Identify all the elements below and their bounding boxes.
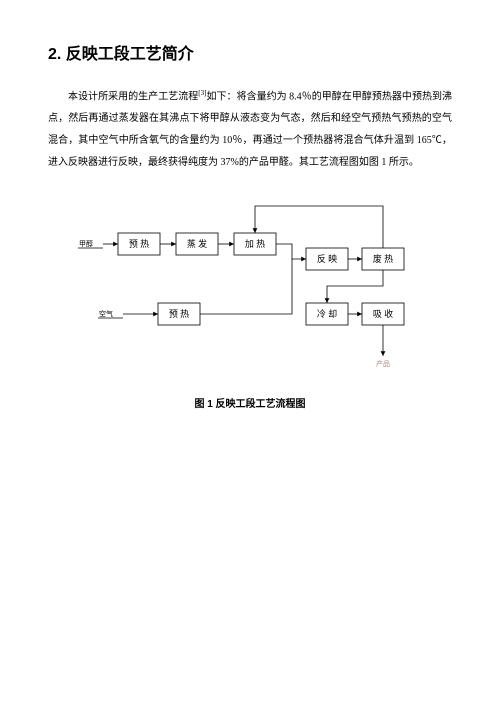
svg-text:甲醇: 甲醇 xyxy=(79,239,93,248)
svg-text:废 热: 废 热 xyxy=(373,253,393,264)
flowchart-svg: 预 热蒸 发加 热反 映废 热预 热冷 却吸 收甲醇空气产品 xyxy=(48,188,452,378)
section-heading: 2. 反映工段工艺简介 xyxy=(48,40,452,64)
svg-text:预 热: 预 热 xyxy=(129,238,149,249)
para-part1: 本设计所采用的生产工艺流程 xyxy=(68,91,198,102)
svg-text:产品: 产品 xyxy=(376,359,390,368)
svg-text:空气: 空气 xyxy=(99,309,113,318)
figure-caption: 图 1 反映工段工艺流程图 xyxy=(48,395,452,410)
body-paragraph: 本设计所采用的生产工艺流程[3]如下：将含量约为 8.4％的甲醇在甲醇预热器中预… xyxy=(48,86,452,174)
svg-text:反 映: 反 映 xyxy=(317,253,337,264)
svg-text:吸 收: 吸 收 xyxy=(373,308,393,319)
svg-text:预 热: 预 热 xyxy=(169,308,189,319)
flowchart-container: 预 热蒸 发加 热反 映废 热预 热冷 却吸 收甲醇空气产品 图 1 反映工段工… xyxy=(48,188,452,410)
svg-text:蒸 发: 蒸 发 xyxy=(187,238,207,249)
svg-text:加 热: 加 热 xyxy=(245,238,265,249)
para-part2: 如下：将含量约为 8.4％的甲醇在甲醇预热器中预热到沸点，然后再通过蒸发器在其沸… xyxy=(48,91,452,168)
svg-text:冷 却: 冷 却 xyxy=(317,308,337,319)
